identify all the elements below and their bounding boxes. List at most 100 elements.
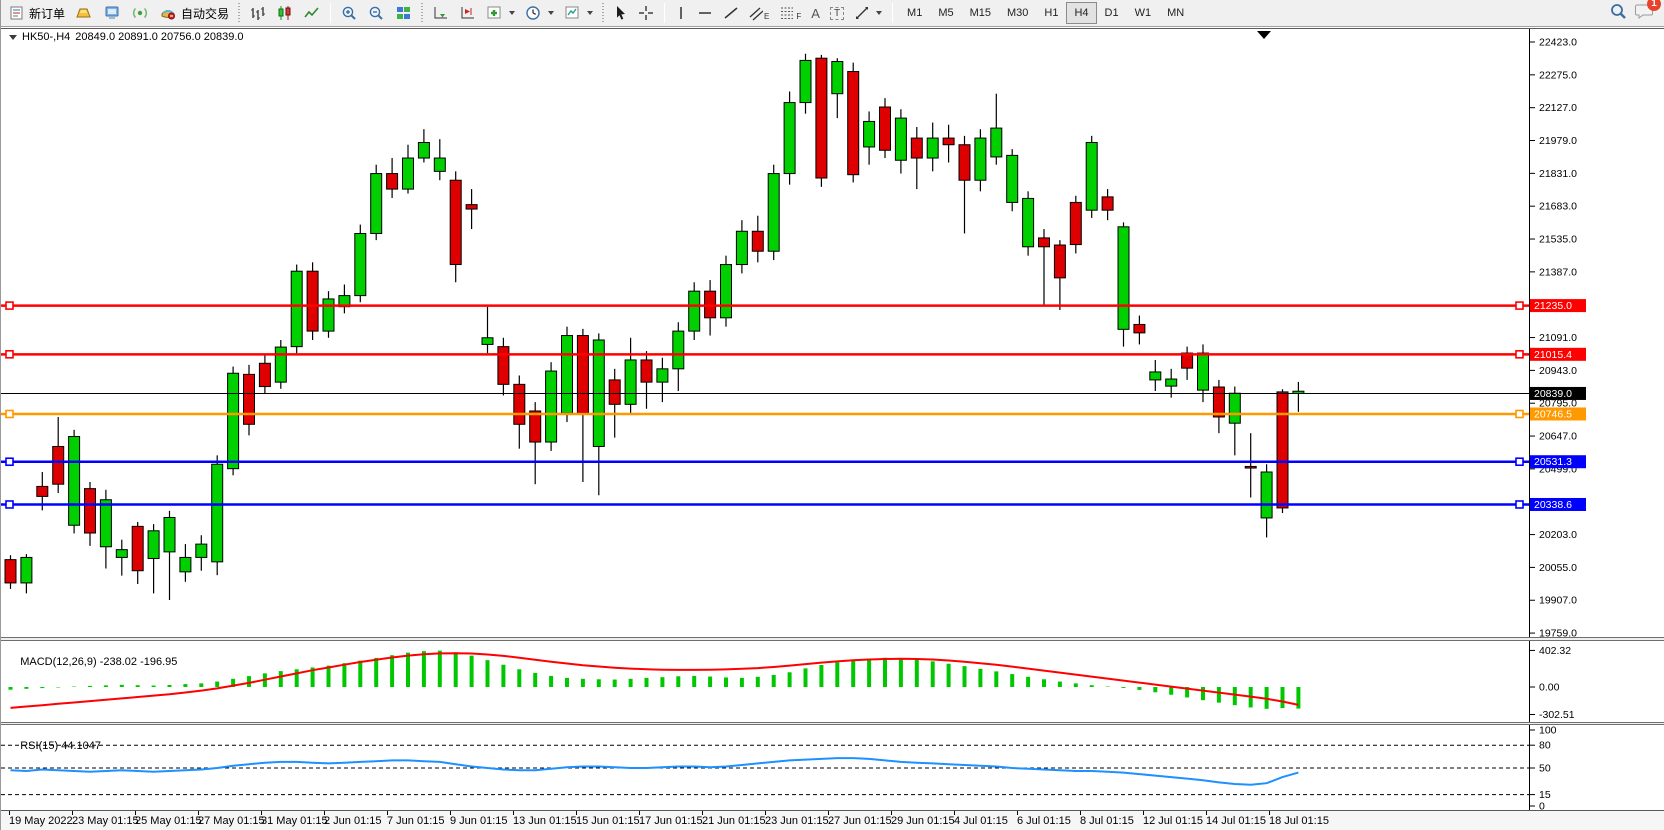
autotrading-button[interactable]: 自动交易 — [155, 2, 233, 24]
ohlc-values-label: 20849.0 20891.0 20756.0 20839.0 — [75, 31, 244, 43]
line-anchor[interactable] — [1515, 500, 1524, 509]
rsi-pane[interactable]: 100 80 50 150 — [1, 725, 1664, 810]
rsi-axis-label: 80 — [1539, 740, 1551, 752]
time-tick — [324, 811, 325, 815]
equidistant-channel-button[interactable]: E — [745, 2, 773, 24]
toolbar-separator — [330, 3, 332, 23]
line-anchor[interactable] — [5, 500, 14, 509]
candle — [370, 164, 383, 241]
chart-shift-button[interactable] — [455, 2, 480, 24]
time-axis[interactable]: 19 May 2022 23 May 01:15 25 May 01:15 27 Ma… — [1, 810, 1664, 830]
time-axis-label: 27 Jun 01:15 — [828, 815, 892, 827]
periods-button[interactable] — [521, 2, 558, 24]
time-tick — [702, 811, 703, 815]
line-anchor[interactable] — [5, 457, 14, 467]
line-anchor[interactable] — [1515, 301, 1524, 310]
tab-timeframe-M5[interactable]: M5 — [938, 7, 954, 19]
time-axis-label: 12 Jul 01:15 — [1143, 815, 1203, 827]
time-axis-label: 6 Jul 01:15 — [1017, 815, 1071, 827]
candle — [624, 337, 637, 414]
candle — [1006, 149, 1019, 212]
candle — [354, 224, 367, 303]
text-label-button[interactable]: T — [826, 2, 848, 24]
line-anchor[interactable] — [1515, 457, 1524, 467]
pane-splitter[interactable] — [1, 637, 1664, 641]
time-tick — [198, 811, 199, 815]
line-chart-button[interactable] — [299, 2, 324, 24]
line-anchor[interactable] — [5, 350, 14, 359]
macd-pane[interactable]: 402.32 0.00 -302.51 — [1, 641, 1664, 722]
rsi-line — [10, 757, 1299, 786]
chevron-down-icon — [876, 11, 883, 15]
time-tick — [828, 811, 829, 815]
search-icon[interactable] — [1609, 2, 1627, 25]
macd-indicator-label: MACD(12,26,9) -238.02 -196.95 — [20, 656, 178, 668]
candle — [1244, 433, 1257, 498]
channel-icon — [749, 5, 764, 21]
line-anchor[interactable] — [5, 409, 14, 419]
gold-ingot-button[interactable] — [71, 2, 97, 24]
signals-button[interactable] — [127, 2, 153, 24]
candle — [513, 375, 526, 449]
new-order-button[interactable]: 新订单 — [5, 2, 69, 24]
candle — [1165, 368, 1178, 398]
text-tool-icon: A — [811, 5, 820, 21]
time-tick — [954, 811, 955, 815]
tab-timeframe-W1[interactable]: W1 — [1134, 7, 1152, 19]
line-anchor[interactable] — [1515, 409, 1524, 419]
horizontal-line-icon — [697, 5, 713, 21]
candle — [1022, 191, 1035, 256]
candle — [751, 215, 764, 263]
candle — [258, 355, 271, 394]
price-tick-label: 20203.0 — [1539, 529, 1577, 541]
main-price-chart[interactable]: 22423.0 22275.0 22127.0 21979.0 21831.0 21683… — [1, 28, 1664, 637]
fibonacci-button[interactable]: F — [775, 2, 805, 24]
line-anchor[interactable] — [5, 301, 14, 310]
notification-badge: 1 — [1647, 0, 1661, 11]
toolbar-separator — [892, 3, 894, 23]
terminal-button[interactable] — [99, 2, 125, 24]
trendline-button[interactable] — [719, 2, 743, 24]
indicators-button[interactable] — [482, 2, 519, 24]
crosshair-button[interactable] — [634, 2, 658, 24]
tab-timeframe-M30[interactable]: M30 — [1007, 7, 1029, 19]
line-anchor[interactable] — [1515, 350, 1524, 359]
notifications-button[interactable]: 1 — [1635, 0, 1661, 25]
auto-scroll-button[interactable] — [428, 2, 453, 24]
zoom-in-button[interactable] — [337, 2, 362, 24]
text-tool-button[interactable]: A — [807, 2, 824, 24]
tab-timeframe-M15[interactable]: M15 — [969, 7, 992, 19]
candle — [497, 337, 510, 396]
candle — [481, 306, 494, 354]
timeframe-group: M1 M5 M15 M30 H1 H4 D1 W1 MN — [899, 2, 1192, 24]
new-order-label: 新订单 — [29, 6, 66, 21]
tab-timeframe-M1[interactable]: M1 — [907, 7, 923, 19]
time-axis-label: 15 Jun 01:15 — [576, 815, 640, 827]
templates-button[interactable] — [560, 2, 597, 24]
one-click-trading-toggle-icon[interactable] — [9, 34, 17, 40]
candle — [99, 489, 112, 569]
time-axis-label: 21 Jun 01:15 — [702, 815, 766, 827]
arrows-tool-button[interactable] — [850, 2, 886, 24]
pane-splitter[interactable] — [1, 722, 1664, 725]
candle-chart-button[interactable] — [272, 2, 297, 24]
tile-windows-button[interactable] — [391, 2, 416, 24]
chart-title: HK50-,H4 20849.0 20891.0 20756.0 20839.0 — [9, 31, 244, 43]
tab-timeframe-D1[interactable]: D1 — [1104, 7, 1119, 19]
candle — [1069, 195, 1082, 254]
zoom-out-button[interactable] — [364, 2, 389, 24]
cursor-button[interactable] — [609, 2, 632, 24]
candle — [68, 429, 81, 534]
candle — [1101, 189, 1114, 221]
candle — [163, 510, 176, 601]
tab-timeframe-H1[interactable]: H1 — [1044, 7, 1059, 19]
bar-chart-button[interactable] — [245, 2, 270, 24]
candle — [688, 282, 701, 340]
horizontal-line-button[interactable] — [693, 2, 717, 24]
tab-timeframe-MN[interactable]: MN — [1167, 7, 1185, 19]
toolbar-separator — [664, 3, 666, 23]
chart-shift-marker-icon[interactable] — [1257, 31, 1271, 39]
price-tick-label: 20795.0 — [1539, 398, 1577, 410]
vertical-line-button[interactable] — [671, 2, 691, 24]
tab-timeframe-H4[interactable]: H4 — [1066, 2, 1097, 24]
